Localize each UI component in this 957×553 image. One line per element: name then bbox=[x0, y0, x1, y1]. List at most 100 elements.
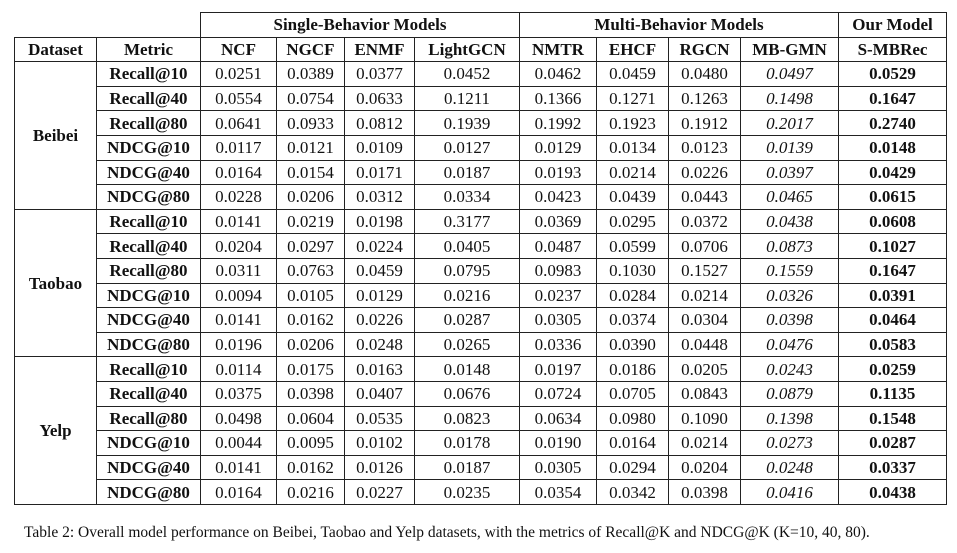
value-cell: 0.0407 bbox=[344, 380, 415, 407]
table-row: Beibei Recall@10 0.0251 0.0389 0.0377 0.0452 0… bbox=[14, 61, 947, 210]
value-cell: 0.0109 bbox=[344, 134, 415, 161]
column-header: MB-GMN bbox=[740, 36, 839, 63]
value-cell: 0.0121 bbox=[276, 134, 345, 161]
value-cell: 0.0763 bbox=[276, 257, 345, 284]
value-cell: 0.0429 bbox=[838, 159, 947, 186]
value-cell: 0.0476 bbox=[740, 331, 839, 358]
value-cell: 0.0933 bbox=[276, 110, 345, 136]
dataset-cell: Taobao bbox=[14, 208, 97, 358]
table-row: NDCG@40 0.0141 0.0162 0.0226 0.0287 0.0305 0.0… bbox=[15, 307, 947, 333]
dataset-cell: Yelp bbox=[14, 356, 97, 505]
metric-cell: NDCG@40 bbox=[96, 454, 201, 481]
metric-cell: NDCG@80 bbox=[96, 331, 201, 358]
value-cell: 0.0284 bbox=[596, 282, 669, 309]
value-cell: 0.0251 bbox=[200, 61, 277, 87]
metric-cell: Recall@40 bbox=[96, 85, 201, 112]
value-cell: 0.0148 bbox=[838, 134, 947, 161]
value-cell: 0.0044 bbox=[200, 430, 277, 456]
value-cell: 0.0190 bbox=[519, 430, 597, 456]
value-cell: 0.0228 bbox=[200, 184, 277, 210]
value-cell: 0.3177 bbox=[414, 208, 520, 235]
column-header: NCF bbox=[200, 36, 277, 63]
value-cell: 0.0375 bbox=[200, 380, 277, 407]
value-cell: 0.0196 bbox=[200, 331, 277, 358]
value-cell: 0.1211 bbox=[414, 85, 520, 112]
value-cell: 0.1527 bbox=[668, 257, 741, 284]
value-cell: 0.0164 bbox=[200, 159, 277, 186]
value-cell: 0.0465 bbox=[740, 184, 839, 210]
value-cell: 0.1548 bbox=[838, 405, 947, 432]
value-cell: 0.0554 bbox=[200, 85, 277, 112]
value-cell: 0.0139 bbox=[740, 134, 839, 161]
value-cell: 0.0295 bbox=[596, 208, 669, 235]
value-cell: 0.0812 bbox=[344, 110, 415, 136]
group-header: Multi-Behavior Models bbox=[519, 12, 839, 38]
value-cell: 0.0162 bbox=[276, 454, 345, 481]
table-row: NDCG@80 0.0164 0.0216 0.0227 0.0235 0.0354 0.0… bbox=[15, 479, 947, 505]
blank-header bbox=[14, 12, 201, 38]
value-cell: 0.0873 bbox=[740, 233, 839, 259]
metric-cell: Recall@40 bbox=[96, 233, 201, 259]
value-cell: 0.0171 bbox=[344, 159, 415, 186]
value-cell: 0.0462 bbox=[519, 61, 597, 87]
value-cell: 0.0287 bbox=[838, 430, 947, 456]
value-cell: 0.0487 bbox=[519, 233, 597, 259]
value-cell: 0.0676 bbox=[414, 380, 520, 407]
metric-cell: NDCG@10 bbox=[96, 134, 201, 161]
value-cell: 0.0706 bbox=[668, 233, 741, 259]
value-cell: 0.0634 bbox=[519, 405, 597, 432]
metric-cell: Recall@80 bbox=[96, 110, 201, 136]
value-cell: 0.1939 bbox=[414, 110, 520, 136]
value-cell: 0.0459 bbox=[596, 61, 669, 87]
value-cell: 0.0980 bbox=[596, 405, 669, 432]
value-cell: 0.0311 bbox=[200, 257, 277, 284]
value-cell: 0.0273 bbox=[740, 430, 839, 456]
value-cell: 0.0405 bbox=[414, 233, 520, 259]
value-cell: 0.0198 bbox=[344, 208, 415, 235]
value-cell: 0.0186 bbox=[596, 356, 669, 382]
value-cell: 0.0705 bbox=[596, 380, 669, 407]
value-cell: 0.0175 bbox=[276, 356, 345, 382]
value-cell: 0.0206 bbox=[276, 331, 345, 358]
value-cell: 0.1923 bbox=[596, 110, 669, 136]
value-cell: 0.0354 bbox=[519, 479, 597, 505]
value-cell: 0.0204 bbox=[200, 233, 277, 259]
value-cell: 0.0141 bbox=[200, 454, 277, 481]
value-cell: 0.1559 bbox=[740, 257, 839, 284]
value-cell: 0.0438 bbox=[838, 479, 947, 505]
value-cell: 0.0094 bbox=[200, 282, 277, 309]
value-cell: 0.0164 bbox=[200, 479, 277, 505]
value-cell: 0.1135 bbox=[838, 380, 947, 407]
value-cell: 0.1030 bbox=[596, 257, 669, 284]
value-cell: 0.0599 bbox=[596, 233, 669, 259]
value-cell: 0.0148 bbox=[414, 356, 520, 382]
value-cell: 0.0206 bbox=[276, 184, 345, 210]
group-header: Single-Behavior Models bbox=[200, 12, 520, 38]
value-cell: 0.0305 bbox=[519, 454, 597, 481]
value-cell: 0.0529 bbox=[838, 61, 947, 87]
value-cell: 0.0443 bbox=[668, 184, 741, 210]
column-header: NGCF bbox=[276, 36, 345, 63]
table-row: Recall@40 0.0204 0.0297 0.0224 0.0405 0.0487 0… bbox=[15, 233, 947, 259]
value-cell: 0.0305 bbox=[519, 307, 597, 333]
value-cell: 0.0187 bbox=[414, 454, 520, 481]
value-cell: 0.0294 bbox=[596, 454, 669, 481]
table-row: Taobao Recall@10 0.0141 0.0219 0.0198 0.3177 0… bbox=[14, 208, 947, 358]
value-cell: 0.0337 bbox=[838, 454, 947, 481]
metric-cell: NDCG@40 bbox=[96, 307, 201, 333]
table-row: Recall@40 0.0554 0.0754 0.0633 0.1211 0.1366 0… bbox=[15, 85, 947, 112]
value-cell: 0.0214 bbox=[596, 159, 669, 186]
value-cell: 0.0237 bbox=[519, 282, 597, 309]
table-row: NDCG@80 0.0196 0.0206 0.0248 0.0265 0.0336 0.0… bbox=[15, 331, 947, 358]
value-cell: 0.0129 bbox=[519, 134, 597, 161]
value-cell: 0.0134 bbox=[596, 134, 669, 161]
column-header: NMTR bbox=[519, 36, 597, 63]
column-header: LightGCN bbox=[414, 36, 520, 63]
metric-cell: NDCG@10 bbox=[96, 282, 201, 309]
value-cell: 0.0162 bbox=[276, 307, 345, 333]
value-cell: 0.0398 bbox=[740, 307, 839, 333]
metric-cell: Recall@10 bbox=[96, 61, 201, 87]
column-header: S-MBRec bbox=[838, 36, 947, 63]
value-cell: 0.0265 bbox=[414, 331, 520, 358]
